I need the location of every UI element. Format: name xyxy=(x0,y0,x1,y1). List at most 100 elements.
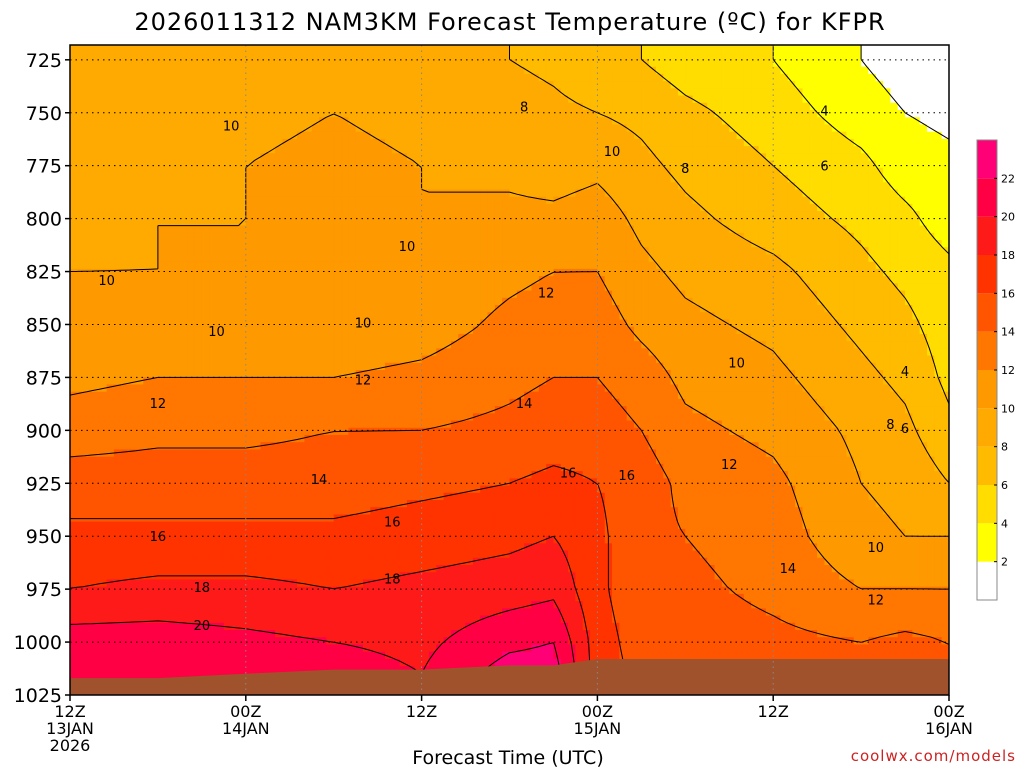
temperature-cell xyxy=(128,637,137,646)
temperature-cell xyxy=(260,138,269,147)
temperature-cell xyxy=(341,557,349,566)
temperature-cell xyxy=(384,153,393,162)
temperature-cell xyxy=(106,355,115,364)
temperature-cell xyxy=(143,45,152,53)
temperature-cell xyxy=(377,586,386,595)
temperature-cell xyxy=(216,341,225,349)
temperature-cell xyxy=(297,81,305,89)
temperature-cell xyxy=(99,211,108,219)
temperature-cell xyxy=(289,341,298,349)
temperature-cell xyxy=(319,550,327,559)
temperature-cell xyxy=(370,290,379,299)
temperature-cell xyxy=(70,232,78,241)
temperature-cell xyxy=(311,608,320,617)
temperature-cell xyxy=(465,218,474,227)
temperature-cell xyxy=(143,261,152,270)
temperature-cell xyxy=(179,384,188,393)
temperature-cell xyxy=(370,268,379,277)
temperature-cell xyxy=(223,406,232,414)
temperature-cell xyxy=(355,557,364,566)
temperature-cell xyxy=(319,305,327,313)
temperature-cell xyxy=(201,319,210,328)
temperature-cell xyxy=(311,435,320,443)
temperature-cell xyxy=(319,557,327,566)
temperature-cell xyxy=(238,261,247,270)
temperature-cell xyxy=(326,630,335,638)
temperature-cell xyxy=(143,290,152,299)
temperature-cell xyxy=(194,384,203,393)
temperature-cell xyxy=(458,189,467,198)
temperature-cell xyxy=(472,312,481,321)
temperature-cell xyxy=(333,319,342,328)
temperature-cell xyxy=(209,261,218,270)
temperature-cell xyxy=(216,500,225,508)
temperature-cell xyxy=(91,449,100,458)
temperature-cell xyxy=(135,326,144,335)
temperature-cell xyxy=(443,232,452,241)
temperature-cell xyxy=(121,167,130,176)
temperature-cell xyxy=(121,463,130,472)
temperature-cell xyxy=(128,88,137,97)
temperature-cell xyxy=(392,182,401,191)
temperature-cell xyxy=(421,45,430,53)
temperature-cell xyxy=(150,189,159,198)
temperature-cell xyxy=(370,182,379,191)
temperature-cell xyxy=(209,326,218,335)
temperature-cell xyxy=(384,225,393,234)
temperature-cell xyxy=(216,203,225,212)
temperature-cell xyxy=(363,521,371,530)
temperature-cell xyxy=(326,305,335,313)
temperature-cell xyxy=(99,658,108,667)
temperature-cell xyxy=(399,225,408,234)
temperature-cell xyxy=(377,521,386,530)
temperature-cell xyxy=(267,254,276,263)
temperature-cell xyxy=(187,326,196,335)
temperature-cell xyxy=(311,247,320,256)
temperature-cell xyxy=(172,203,181,212)
temperature-cell xyxy=(289,305,298,313)
temperature-cell xyxy=(363,312,371,321)
temperature-cell xyxy=(377,196,386,205)
temperature-cell xyxy=(113,370,122,378)
temperature-cell xyxy=(458,456,467,465)
temperature-cell xyxy=(363,189,371,198)
temperature-cell xyxy=(245,261,254,270)
temperature-cell xyxy=(428,463,437,472)
temperature-cell xyxy=(326,73,335,82)
temperature-cell xyxy=(377,593,386,602)
temperature-cell xyxy=(238,391,247,400)
temperature-cell xyxy=(348,290,357,299)
temperature-cell xyxy=(231,398,240,407)
temperature-cell xyxy=(143,586,152,595)
temperature-cell xyxy=(187,435,196,443)
temperature-cell xyxy=(319,500,327,508)
temperature-cell xyxy=(91,456,100,465)
temperature-cell xyxy=(121,550,130,559)
temperature-cell xyxy=(355,297,364,306)
temperature-cell xyxy=(253,232,262,241)
temperature-cell xyxy=(223,492,232,501)
temperature-cell xyxy=(421,225,430,234)
temperature-cell xyxy=(238,398,247,407)
temperature-cell xyxy=(187,160,196,169)
temperature-cell xyxy=(443,81,452,89)
temperature-cell xyxy=(77,182,86,191)
temperature-cell xyxy=(363,637,371,646)
temperature-cell xyxy=(355,651,364,660)
temperature-cell xyxy=(443,586,452,595)
temperature-cell xyxy=(392,218,401,227)
temperature-cell xyxy=(377,167,386,176)
temperature-cell xyxy=(304,73,313,82)
temperature-cell xyxy=(77,146,86,154)
temperature-cell xyxy=(341,543,349,552)
temperature-cell xyxy=(311,283,320,292)
temperature-cell xyxy=(333,247,342,256)
temperature-cell xyxy=(436,630,445,638)
temperature-cell xyxy=(165,261,174,270)
temperature-cell xyxy=(179,521,188,530)
temperature-cell xyxy=(135,146,144,154)
temperature-cell xyxy=(179,268,188,277)
temperature-cell xyxy=(121,211,130,219)
temperature-cell xyxy=(370,232,379,241)
temperature-cell xyxy=(414,644,423,653)
